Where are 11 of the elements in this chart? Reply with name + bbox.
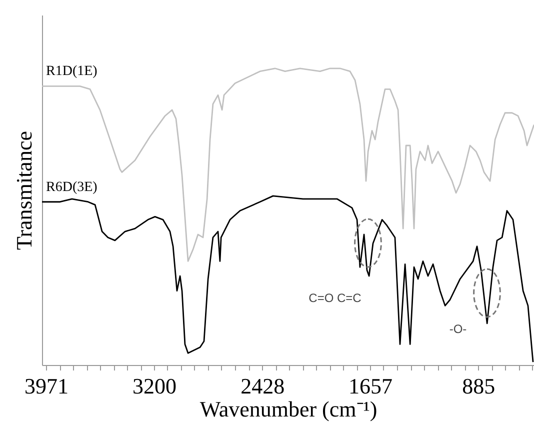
annotation: C=O C=C [308, 291, 362, 305]
x-tick-label: 2428 [240, 374, 285, 398]
series-label: R1D(1E) [46, 64, 98, 80]
x-tick-label: 3200 [132, 374, 177, 398]
x-tick-label: 885 [462, 374, 496, 398]
series-label: R6D(3E) [46, 180, 98, 195]
x-tick-label: 1657 [348, 374, 393, 398]
y-axis-title: Transmitance [12, 131, 36, 250]
x-axis-title: Wavenumber (cm⁻¹) [200, 396, 378, 422]
annotation: -O- [449, 322, 467, 336]
x-tick-label: 3971 [24, 374, 69, 398]
